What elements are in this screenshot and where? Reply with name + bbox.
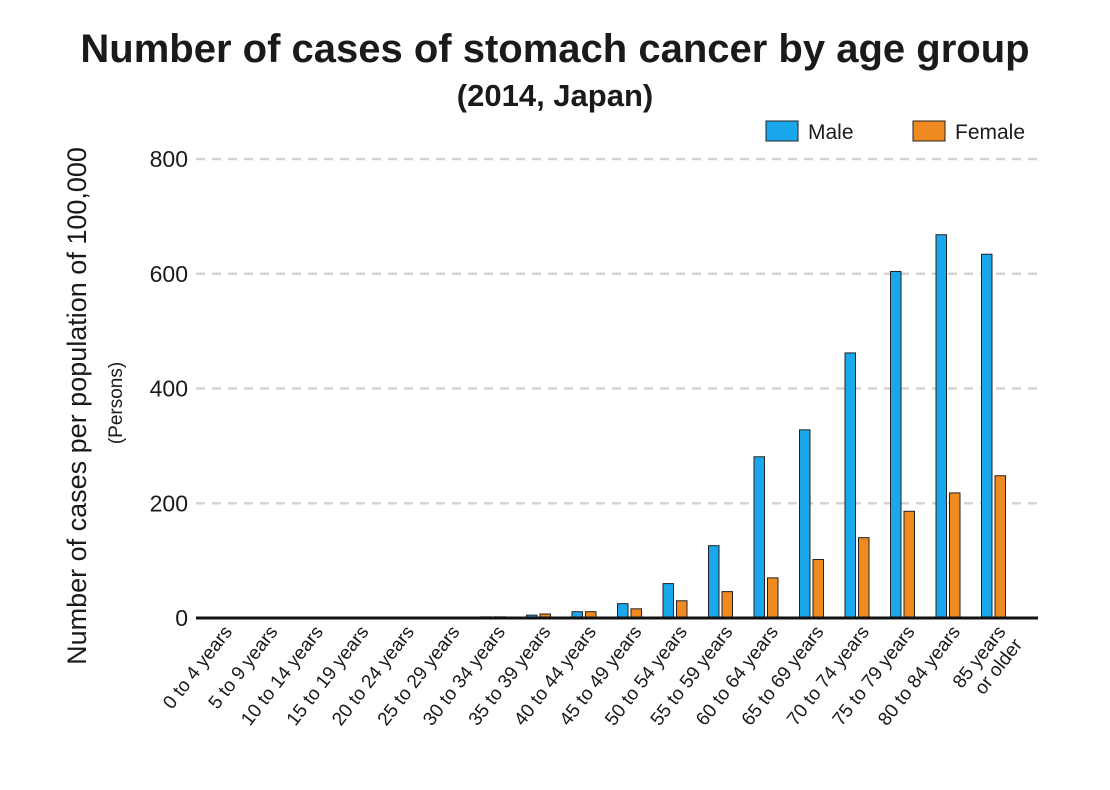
bar-female	[859, 538, 870, 618]
y-tick-label: 0	[175, 605, 188, 631]
bar-male	[618, 604, 629, 618]
y-axis-label: Number of cases per population of 100,00…	[62, 147, 92, 665]
bar-male	[845, 353, 856, 618]
y-tick-label: 600	[150, 261, 188, 287]
bar-male	[982, 254, 993, 618]
y-tick-labels: 0 200 400 600 800	[150, 146, 188, 631]
bar-male	[891, 271, 902, 618]
legend-label-male: Male	[808, 121, 854, 144]
bar-male	[754, 457, 765, 618]
gridlines	[196, 159, 1038, 503]
bar-female	[950, 493, 961, 618]
bar-male	[936, 235, 947, 618]
legend-label-female: Female	[955, 121, 1025, 144]
chart-subtitle: (2014, Japan)	[457, 78, 653, 113]
bar-female	[677, 601, 688, 618]
bars	[390, 235, 1006, 618]
bar-male	[709, 546, 720, 618]
y-tick-label: 400	[150, 376, 188, 402]
bar-female	[722, 592, 733, 618]
bar-female	[768, 578, 779, 618]
y-axis-unit: (Persons)	[106, 362, 127, 444]
bar-female	[904, 511, 915, 618]
bar-female	[813, 559, 824, 618]
bar-male	[800, 430, 811, 618]
chart-title: Number of cases of stomach cancer by age…	[80, 27, 1029, 71]
bar-female	[995, 476, 1006, 618]
legend-swatch-male	[766, 121, 798, 141]
legend: Male Female	[766, 121, 1025, 144]
y-tick-label: 800	[150, 146, 188, 172]
y-tick-label: 200	[150, 490, 188, 516]
bar-male	[663, 584, 674, 618]
legend-swatch-female	[913, 121, 945, 141]
